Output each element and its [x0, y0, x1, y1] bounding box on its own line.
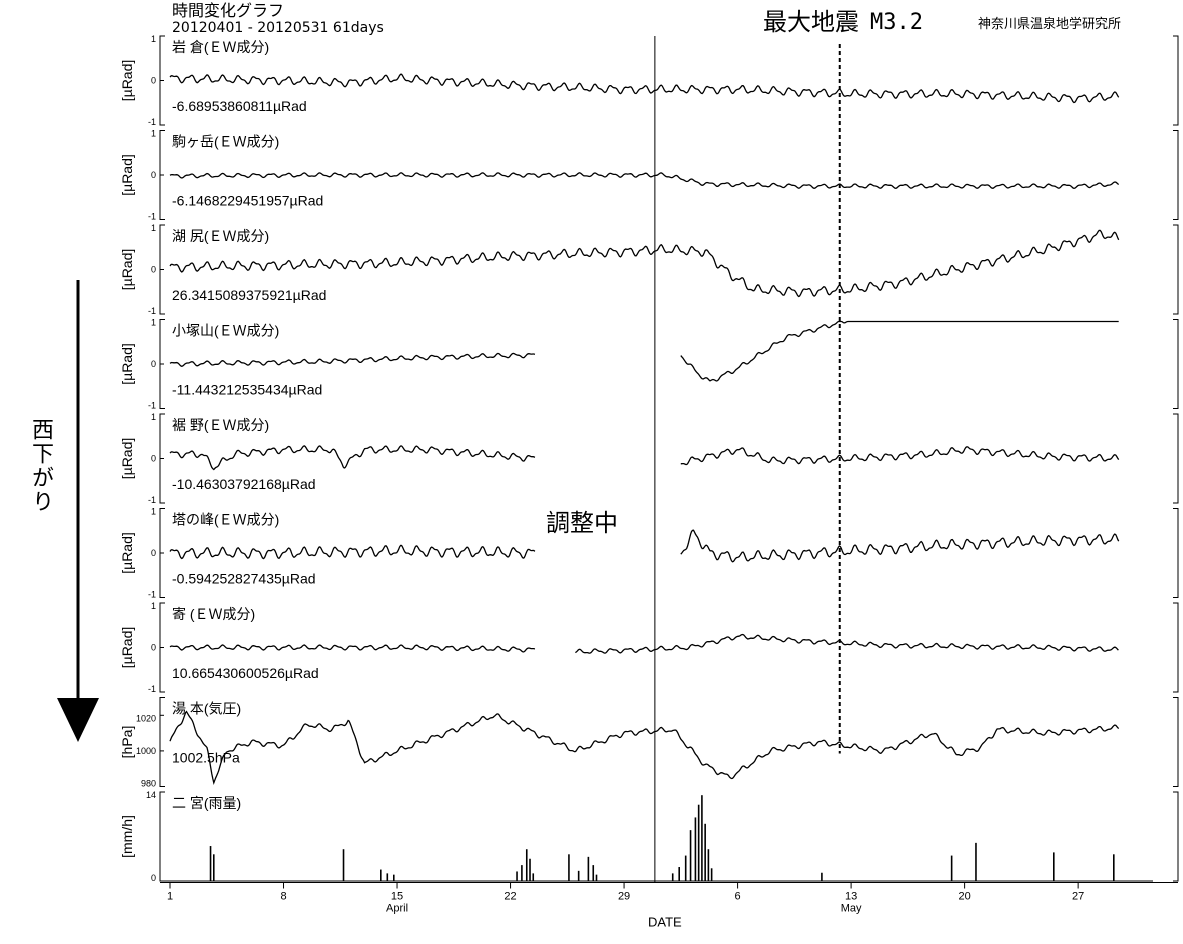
x-tick-label: 1: [167, 891, 173, 903]
y-axis-label: [µRad]: [119, 60, 135, 102]
panel-name: 岩 倉(ＥＷ成分): [172, 39, 269, 55]
series-line: [169, 445, 536, 471]
series-line: [169, 352, 536, 368]
y-tick-label: 0: [151, 359, 156, 369]
y-tick-label: 1: [151, 412, 156, 422]
series-line: [169, 229, 1120, 298]
y-axis-label: [mm/h]: [119, 815, 135, 858]
adjusting-note: 調整中: [546, 509, 618, 537]
panel-right-axis: [1173, 602, 1179, 693]
series-line: [575, 633, 1119, 654]
panel-name: 湖 尻(ＥＷ成分): [172, 228, 269, 244]
y-tick-label: 1: [151, 318, 156, 328]
y-tick-label: 0: [151, 170, 156, 180]
panel-right-axis: [1173, 319, 1179, 409]
panel-ref-value: -10.46303792168µRad: [172, 476, 316, 492]
y-axis-label: [µRad]: [119, 249, 135, 291]
series-line: [680, 446, 1120, 466]
x-tick-label: 27: [1072, 891, 1084, 903]
panel-right-axis: [1173, 224, 1179, 315]
y-axis-label: [µRad]: [119, 532, 135, 574]
y-tick-label: 1000: [136, 746, 156, 756]
x-tick-label: 8: [280, 891, 286, 903]
y-tick-label: -1: [148, 306, 156, 316]
panel-ref-value: -0.594252827435µRad: [172, 571, 316, 587]
series-line: [169, 172, 1120, 189]
panel-name: 二 宮(雨量): [172, 795, 241, 811]
x-tick-label: 13: [845, 891, 857, 903]
y-tick-label: 1: [151, 34, 156, 44]
y-tick-label: 0: [151, 265, 156, 275]
series-line: [680, 529, 1120, 563]
down-arrow-head: [57, 698, 99, 742]
y-tick-label: 0: [151, 454, 156, 464]
series-line: [169, 73, 1120, 104]
date-range: 20120401 - 20120531 61days: [172, 20, 384, 36]
y-tick-label: 1: [151, 129, 156, 139]
month-label: May: [841, 903, 862, 915]
y-tick-label: 1: [151, 507, 156, 517]
series-line: [680, 320, 1119, 382]
panel-right-axis: [1173, 791, 1179, 882]
panel-right-axis: [1173, 35, 1179, 126]
y-tick-label: 1: [151, 601, 156, 611]
panel-ref-value: -6.68953860811µRad: [172, 98, 307, 114]
y-axis-label: [µRad]: [119, 438, 135, 480]
panel-ref-value: -11.443212535434µRad: [172, 382, 322, 398]
series-line: [169, 710, 1120, 785]
y-tick-label: -1: [148, 495, 156, 505]
panel-name: 寄 (ＥＷ成分): [172, 606, 255, 622]
y-tick-label: -1: [148, 117, 156, 127]
x-tick-label: 29: [618, 891, 630, 903]
panel-name: 小塚山(ＥＷ成分): [172, 323, 279, 339]
panel-right-axis: [1173, 413, 1179, 504]
x-tick-label: 15: [391, 891, 403, 903]
y-axis-label: [µRad]: [119, 154, 135, 196]
panel-left-axis: [159, 791, 165, 882]
panel-ref-value: 26.3415089375921µRad: [172, 287, 326, 303]
x-tick-label: 22: [504, 891, 516, 903]
y-tick-label: 1: [151, 223, 156, 233]
y-axis-label: [µRad]: [119, 343, 135, 385]
panel-right-axis: [1173, 130, 1179, 220]
y-tick-label: 1020: [136, 713, 156, 723]
y-tick-label: 0: [151, 548, 156, 558]
y-tick-label: 0: [151, 76, 156, 86]
panel-name: 塔の峰(ＥＷ成分): [172, 512, 279, 528]
west-down-label: 西下がり: [28, 418, 53, 514]
max-quake-label: 最大地震: [763, 8, 859, 36]
panel-name: 駒ヶ岳(ＥＷ成分): [172, 134, 279, 150]
y-tick-label: 980: [141, 779, 156, 789]
x-tick-label: 20: [958, 891, 970, 903]
panel-ref-value: 1002.5hPa: [172, 750, 240, 766]
x-tick-label: 6: [735, 891, 741, 903]
x-axis-label: DATE: [648, 915, 682, 930]
max-quake-magnitude: M3.2: [870, 10, 923, 35]
series-line: [169, 644, 536, 653]
y-tick-label: -1: [148, 212, 156, 222]
panel-left-axis: [159, 697, 165, 787]
y-tick-label: -1: [148, 590, 156, 600]
series-line: [169, 544, 536, 560]
panel-right-axis: [1173, 508, 1179, 598]
panel-ref-value: -6.1468229451957µRad: [172, 193, 323, 209]
y-tick-label: 0: [151, 873, 156, 883]
month-label: April: [386, 903, 408, 915]
y-tick-label: -1: [148, 401, 156, 411]
institute-name: 神奈川県温泉地学研究所: [978, 17, 1122, 32]
y-tick-label: 14: [146, 790, 156, 800]
panel-name: 裾 野(ＥＷ成分): [172, 417, 269, 433]
panel-name: 湯 本(気圧): [172, 701, 241, 717]
y-axis-label: [µRad]: [119, 627, 135, 669]
panel-right-axis: [1173, 697, 1179, 787]
y-axis-label: [hPa]: [119, 726, 135, 759]
panel-ref-value: 10.665430600526µRad: [172, 665, 319, 681]
y-tick-label: -1: [148, 684, 156, 694]
y-tick-label: 0: [151, 643, 156, 653]
chart-title: 時間変化グラフ: [172, 1, 285, 20]
